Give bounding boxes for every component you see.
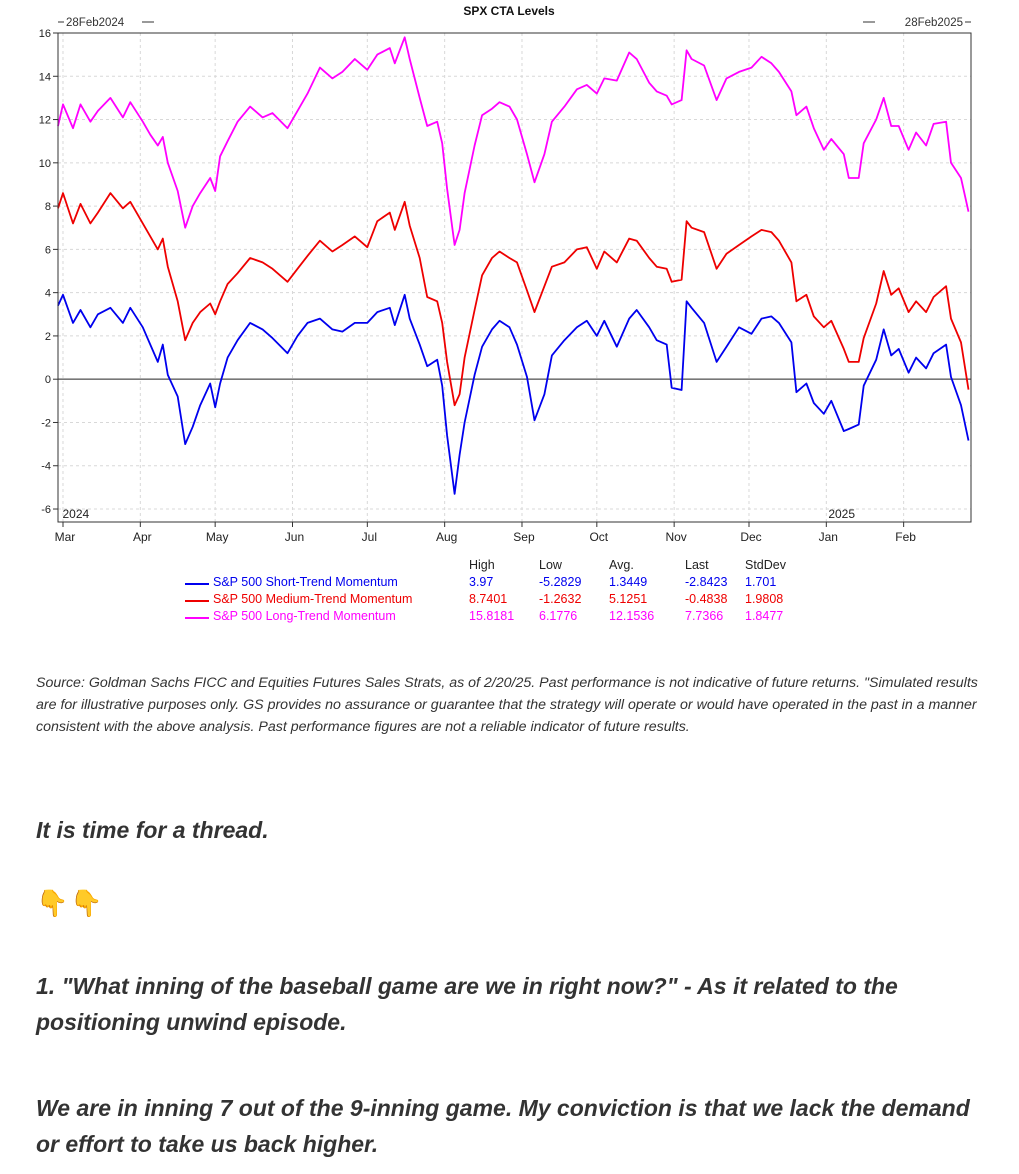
y-tick-label: -6 <box>41 504 51 516</box>
cta-levels-chart: -6 -4 -2 0 2 4 6 8 10 12 14 16 Mar Apr May Jun Jul Aug Sep… <box>39 4 972 623</box>
y-tick-label: 16 <box>39 28 51 40</box>
thread-point-2: We are in inning 7 out of the 9-inning g… <box>36 1095 970 1157</box>
plot-area <box>58 33 971 522</box>
line-chart-svg: -6 -4 -2 0 2 4 6 8 10 12 14 16 Mar Apr May Jun Jul Aug Sep… <box>39 4 972 544</box>
thread-point-1: 1. "What inning of the baseball game are… <box>36 973 898 1035</box>
x-tick-label: Nov <box>665 530 686 544</box>
series-line-1 <box>57 192 970 407</box>
stat-last-short: -2.8423 <box>685 575 728 589</box>
stat-stddev-short: 1.701 <box>745 575 777 589</box>
stat-avg-medium: 5.1251 <box>609 592 648 606</box>
stat-header-low: Low <box>539 558 562 572</box>
y-tick-label: -2 <box>41 417 51 429</box>
y-tick-label: 6 <box>45 244 51 256</box>
source-note: Source: Goldman Sachs FICC and Equities … <box>36 675 978 735</box>
legend-swatch-long <box>185 617 209 619</box>
x-tick-label: Feb <box>895 530 916 544</box>
x-tick-label: Mar <box>55 530 76 544</box>
x-tick-label: Apr <box>133 530 152 544</box>
stat-avg-long: 12.1536 <box>609 609 655 623</box>
stat-header-avg: Avg. <box>609 558 634 572</box>
y-tick-label: 14 <box>39 71 51 83</box>
range-start-label: 28Feb2024 <box>66 17 125 29</box>
plot-frame <box>57 32 972 523</box>
x-tick-label: Jul <box>362 530 377 544</box>
stat-high-long: 15.8181 <box>469 609 515 623</box>
stat-low-medium: -1.2632 <box>539 592 582 606</box>
legend-label-short: S&P 500 Short-Trend Momentum <box>213 575 398 589</box>
legend-label-long: S&P 500 Long-Trend Momentum <box>213 609 396 623</box>
y-tick-label: -4 <box>41 461 51 473</box>
y-tick-label: 12 <box>39 115 51 127</box>
x-tick-label: Aug <box>436 530 457 544</box>
x-tick-label: Jun <box>285 530 304 544</box>
y-tick-label: 8 <box>45 201 51 213</box>
stat-avg-short: 1.3449 <box>609 575 648 589</box>
stat-stddev-long: 1.8477 <box>745 609 784 623</box>
stat-high-medium: 8.7401 <box>469 592 508 606</box>
stat-header-high: High <box>469 558 495 572</box>
y-tick-label: 0 <box>45 374 51 386</box>
stat-header-last: Last <box>685 558 709 572</box>
x-tick-label: Oct <box>589 530 608 544</box>
y-tick-label: 10 <box>39 158 51 170</box>
thread-intro: It is time for a thread. <box>36 817 269 843</box>
pointing-down-icon: 👇👇 <box>36 888 105 918</box>
series-line-2 <box>57 36 970 246</box>
y-tick-label: 2 <box>45 331 51 343</box>
stat-low-long: 6.1776 <box>539 609 578 623</box>
stat-header-stddev: StdDev <box>745 558 786 572</box>
x-tick-label: Jan <box>819 530 838 544</box>
stat-last-medium: -0.4838 <box>685 592 728 606</box>
x-tick-label: Dec <box>740 530 761 544</box>
chart-title: SPX CTA Levels <box>463 4 555 18</box>
stat-high-short: 3.97 <box>469 575 494 589</box>
legend-swatch-short <box>185 583 209 585</box>
x-tick-label: Sep <box>513 530 535 544</box>
range-end-label: 28Feb2025 <box>905 17 963 29</box>
year-label: 2025 <box>828 507 855 521</box>
year-label: 2024 <box>62 507 89 521</box>
stat-stddev-medium: 1.9808 <box>745 592 784 606</box>
x-tick-label: May <box>206 530 229 544</box>
legend-label-medium: S&P 500 Medium-Trend Momentum <box>213 592 413 606</box>
stat-last-long: 7.7366 <box>685 609 724 623</box>
series-line-0 <box>57 293 970 495</box>
legend-swatch-medium <box>185 600 209 602</box>
y-tick-label: 4 <box>45 288 51 300</box>
stat-low-short: -5.2829 <box>539 575 582 589</box>
